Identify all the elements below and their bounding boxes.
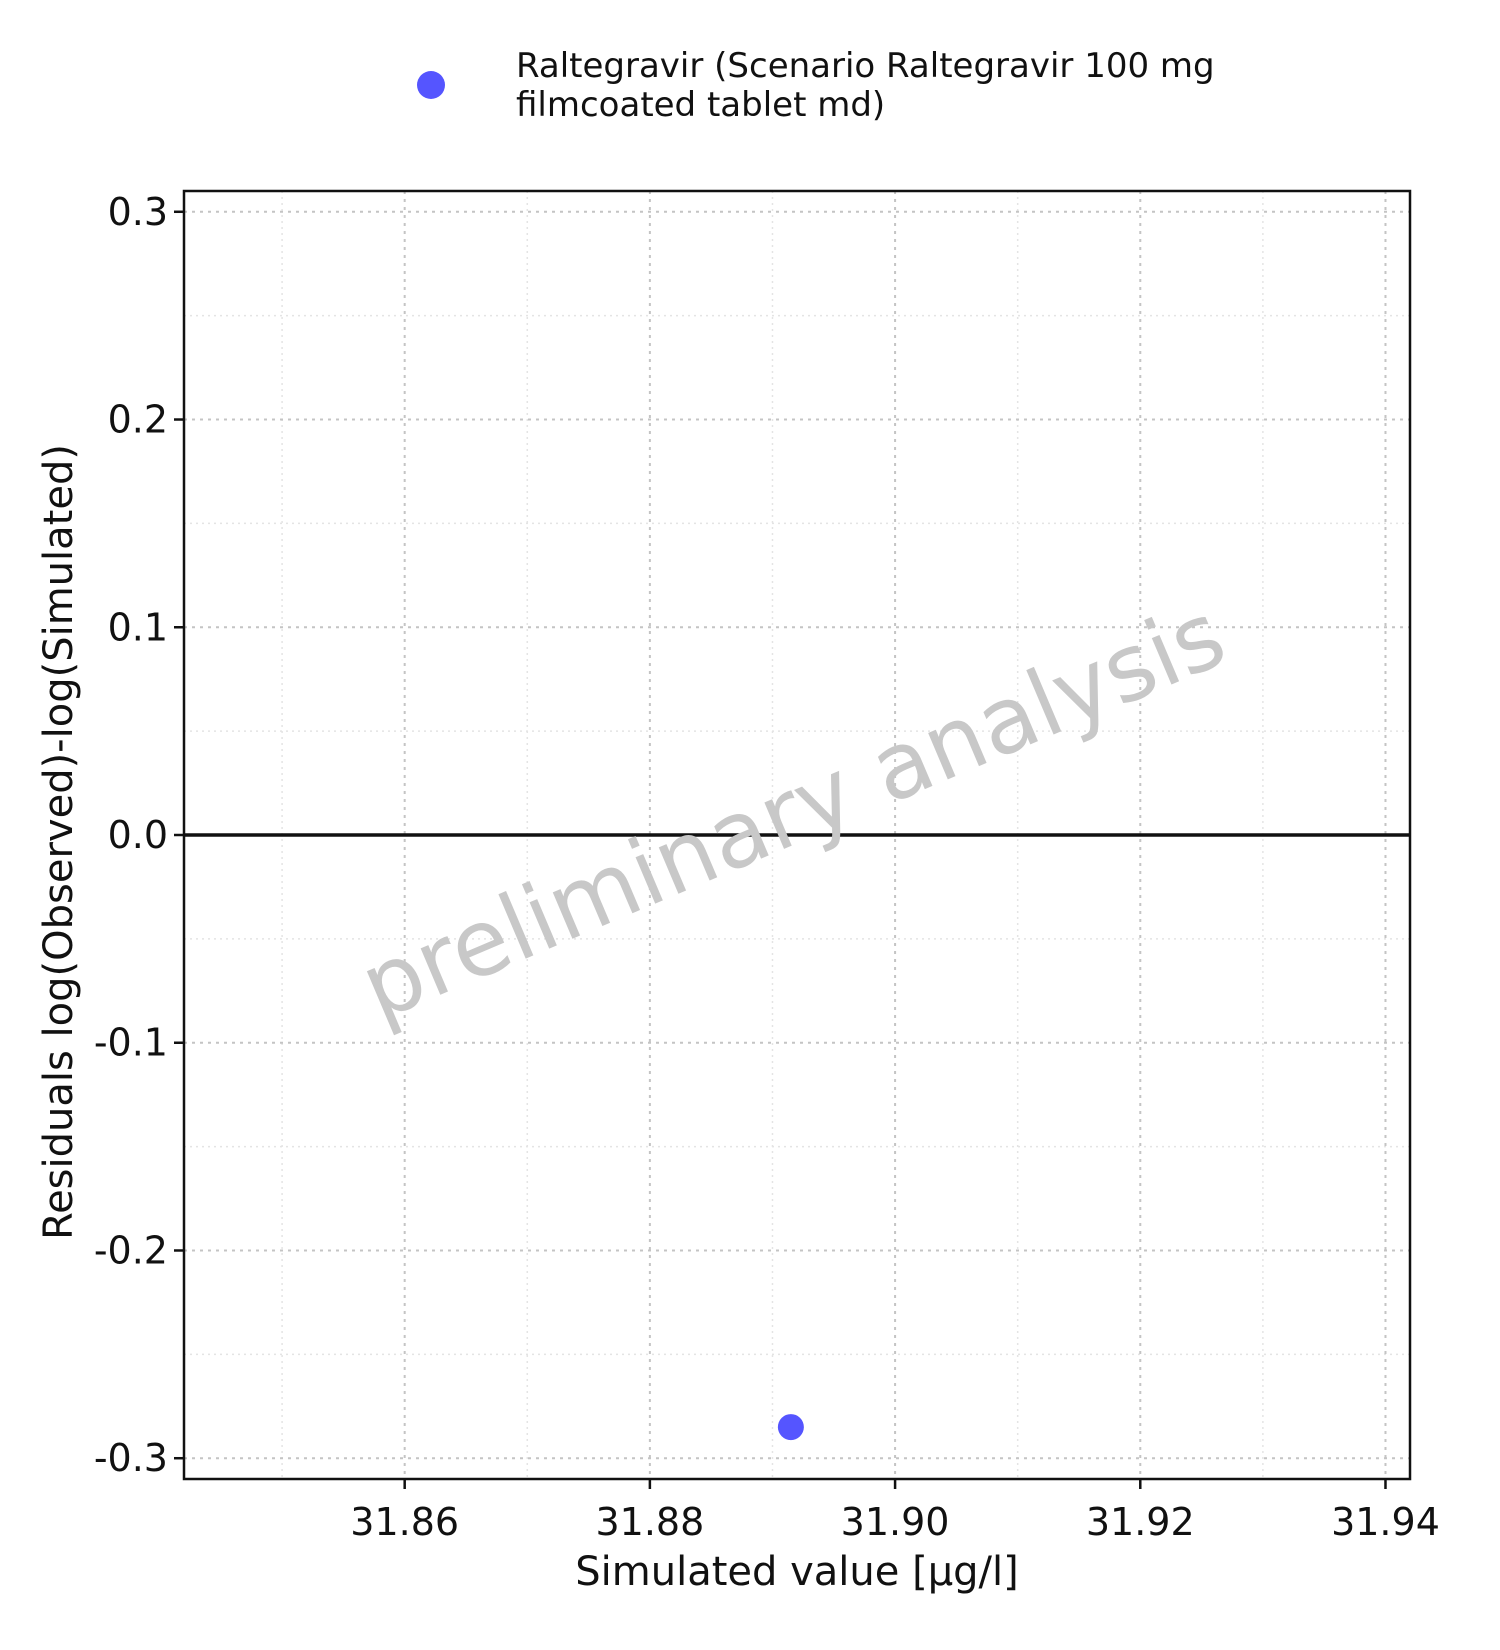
x-axis: 31.86 31.88 31.90 31.92 31.94 bbox=[350, 1479, 1440, 1544]
x-tick-label: 31.92 bbox=[1086, 1500, 1195, 1544]
legend-label-line2: filmcoated tablet md) bbox=[516, 85, 885, 125]
y-tick-label: -0.1 bbox=[94, 1021, 168, 1065]
x-tick-label: 31.90 bbox=[841, 1500, 950, 1544]
y-tick-label: 0.2 bbox=[108, 398, 168, 442]
y-axis: 0.3 0.2 0.1 0.0 -0.1 -0.2 -0.3 bbox=[94, 190, 184, 1480]
y-tick-label: 0.3 bbox=[108, 190, 168, 234]
watermark-text: preliminary analysis bbox=[346, 581, 1240, 1041]
legend: Raltegravir (Scenario Raltegravir 100 mg… bbox=[417, 46, 1215, 125]
y-tick-label: -0.2 bbox=[94, 1228, 168, 1272]
x-tick-label: 31.88 bbox=[595, 1500, 704, 1544]
y-axis-title: Residuals log(Observed)-log(Simulated) bbox=[36, 444, 82, 1240]
y-tick-label: -0.3 bbox=[94, 1436, 168, 1480]
legend-marker bbox=[417, 71, 445, 99]
data-point bbox=[777, 1414, 804, 1441]
y-tick-label: 0.0 bbox=[108, 813, 168, 857]
x-tick-label: 31.86 bbox=[350, 1500, 459, 1544]
y-tick-label: 0.1 bbox=[108, 605, 168, 649]
legend-label-line1: Raltegravir (Scenario Raltegravir 100 mg bbox=[516, 46, 1215, 86]
x-axis-title: Simulated value [µg/l] bbox=[575, 1549, 1018, 1595]
x-tick-label: 31.94 bbox=[1331, 1500, 1440, 1544]
data-points bbox=[777, 1414, 804, 1441]
